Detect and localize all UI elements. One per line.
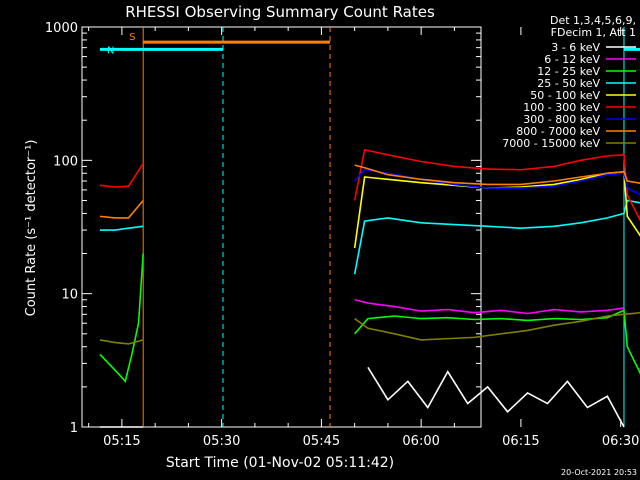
legend-label: 25 - 50 keV <box>537 77 600 90</box>
y-axis-label: Count Rate (s⁻¹ detector⁻¹) <box>24 140 39 317</box>
legend-header: FDecim 1, Att 1 <box>551 26 636 39</box>
state-bar-label: N <box>107 45 114 56</box>
legend-label: 100 - 300 keV <box>523 101 600 114</box>
series-line <box>99 164 640 219</box>
legend-label: 800 - 7000 keV <box>516 125 600 138</box>
state-bars: SN <box>99 32 640 56</box>
plot-border <box>81 26 482 428</box>
series-line <box>99 148 640 222</box>
x-axis-label: Start Time (01-Nov-02 05:11:42) <box>166 455 394 471</box>
legend: Det 1,3,4,5,6,9,FDecim 1, Att 1 3 - 6 keV… <box>502 14 636 150</box>
x-tick-label: 06:15 <box>502 434 539 449</box>
series-line <box>353 170 640 249</box>
y-tick-label: 1 <box>70 421 78 436</box>
legend-label: 6 - 12 keV <box>544 53 600 66</box>
footer-date: 20-Oct-2021 20:53 <box>561 468 637 477</box>
axis-ticks: 05:1505:3005:4506:0006:1506:3006:4511010… <box>45 21 639 449</box>
series-line <box>99 253 640 384</box>
series-line <box>99 311 640 345</box>
y-tick-label: 100 <box>53 154 78 169</box>
x-tick-label: 05:15 <box>103 434 140 449</box>
plot-frame <box>81 26 482 428</box>
legend-label: 3 - 6 keV <box>551 41 600 54</box>
legend-label: 12 - 25 keV <box>537 65 600 78</box>
legend-label: 7000 - 15000 keV <box>502 137 600 150</box>
x-tick-label: 06:30 <box>602 434 639 449</box>
state-bar-label: S <box>129 32 135 43</box>
legend-label: 50 - 100 keV <box>530 89 600 102</box>
y-tick-label: 10 <box>61 288 78 303</box>
legend-label: 300 - 800 keV <box>523 113 600 126</box>
x-tick-label: 05:30 <box>203 434 240 449</box>
x-tick-label: 06:00 <box>402 434 439 449</box>
legend-header: Det 1,3,4,5,6,9, <box>550 14 636 27</box>
y-tick-label: 1000 <box>45 21 78 36</box>
series-line <box>99 199 640 275</box>
chart-title: RHESSI Observing Summary Count Rates <box>125 3 435 21</box>
x-tick-label: 05:45 <box>303 434 340 449</box>
series-line <box>99 366 625 428</box>
series-lines <box>99 148 640 428</box>
series-line <box>354 298 625 315</box>
